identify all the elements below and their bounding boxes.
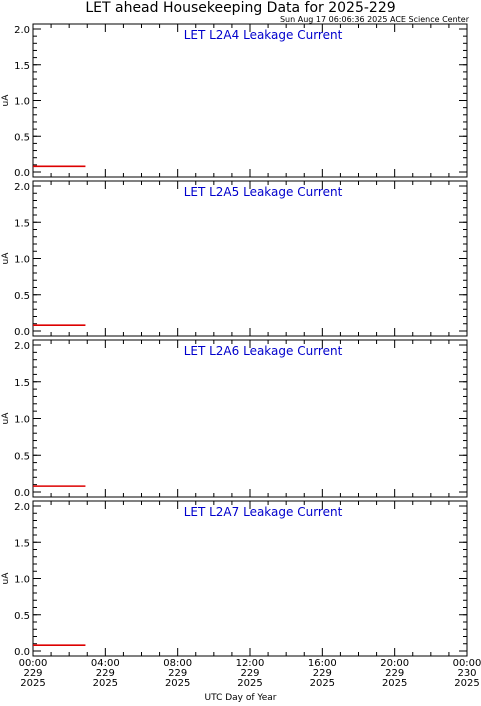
x-tick-year: 2025	[165, 678, 190, 689]
panel-2-ytick-label: 0.5	[14, 291, 30, 302]
panel-2-ytick-label: 2.0	[14, 182, 30, 193]
x-axis-label: UTC Day of Year	[204, 693, 277, 703]
x-tick-time: 20:00	[380, 658, 409, 669]
x-tick-time: 00:00	[453, 658, 481, 669]
panel-1-frame	[32, 23, 468, 178]
x-tick-doy: 229	[313, 668, 332, 679]
panel-4-ytick-label: 0.0	[14, 647, 30, 658]
x-tick-time: 04:00	[91, 658, 120, 669]
x-tick-time: 00:00	[19, 658, 48, 669]
x-tick-time: 08:00	[163, 658, 192, 669]
panel-1-ylabel: uA	[1, 94, 11, 107]
panel-3-ytick-label: 1.0	[14, 415, 30, 426]
page-title: LET ahead Housekeeping Data for 2025-229	[85, 0, 396, 16]
panel-2-ylabel: uA	[1, 252, 11, 265]
panel-2-frame	[32, 180, 468, 337]
panel-1-title: LET L2A4 Leakage Current	[184, 28, 343, 42]
x-tick-year: 2025	[20, 678, 45, 689]
panel-3-ytick-label: 2.0	[14, 341, 30, 352]
panel-4-title: LET L2A7 Leakage Current	[184, 505, 343, 519]
panel-3-title: LET L2A6 Leakage Current	[184, 344, 343, 358]
panel-3-ytick-label: 0.5	[14, 451, 30, 462]
panel-3-ylabel: uA	[1, 412, 11, 425]
panel-2-ytick-label: 0.0	[14, 327, 30, 338]
panel-1-ytick-label: 0.0	[14, 168, 30, 179]
panel-2-ytick-label: 1.5	[14, 218, 30, 229]
generation-timestamp: Sun Aug 17 06:06:36 2025 ACE Science Cen…	[279, 15, 469, 24]
panel-4-ytick-label: 2.0	[14, 502, 30, 513]
x-tick-year: 2025	[310, 678, 335, 689]
x-tick-doy: 229	[168, 668, 187, 679]
panel-4-frame	[32, 500, 468, 657]
panel-4-ytick-label: 0.5	[14, 611, 30, 622]
panel-4-ytick-label: 1.5	[14, 538, 30, 549]
panel-3-ytick-label: 1.5	[14, 378, 30, 389]
panel-2-title: LET L2A5 Leakage Current	[184, 185, 343, 199]
x-tick-time: 12:00	[236, 658, 265, 669]
x-tick-year: 2025	[382, 678, 407, 689]
panel-4-ylabel: uA	[1, 572, 11, 585]
panel-1-ytick-label: 1.0	[14, 97, 30, 108]
panel-2-ytick-label: 1.0	[14, 255, 30, 266]
x-tick-doy: 229	[23, 668, 42, 679]
panel-1-ytick-label: 0.5	[14, 132, 30, 143]
panel-1-ytick-label: 1.5	[14, 61, 30, 72]
x-tick-year: 2025	[237, 678, 262, 689]
x-tick-doy: 230	[457, 668, 476, 679]
x-tick-year: 2025	[454, 678, 479, 689]
panel-4-ytick-label: 1.0	[14, 575, 30, 586]
panel-3-ytick-label: 0.0	[14, 488, 30, 499]
x-tick-doy: 229	[96, 668, 115, 679]
x-tick-doy: 229	[240, 668, 259, 679]
x-tick-doy: 229	[385, 668, 404, 679]
x-tick-time: 16:00	[308, 658, 337, 669]
panel-3-frame	[32, 339, 468, 498]
x-tick-year: 2025	[93, 678, 118, 689]
panel-1-ytick-label: 2.0	[14, 25, 30, 36]
